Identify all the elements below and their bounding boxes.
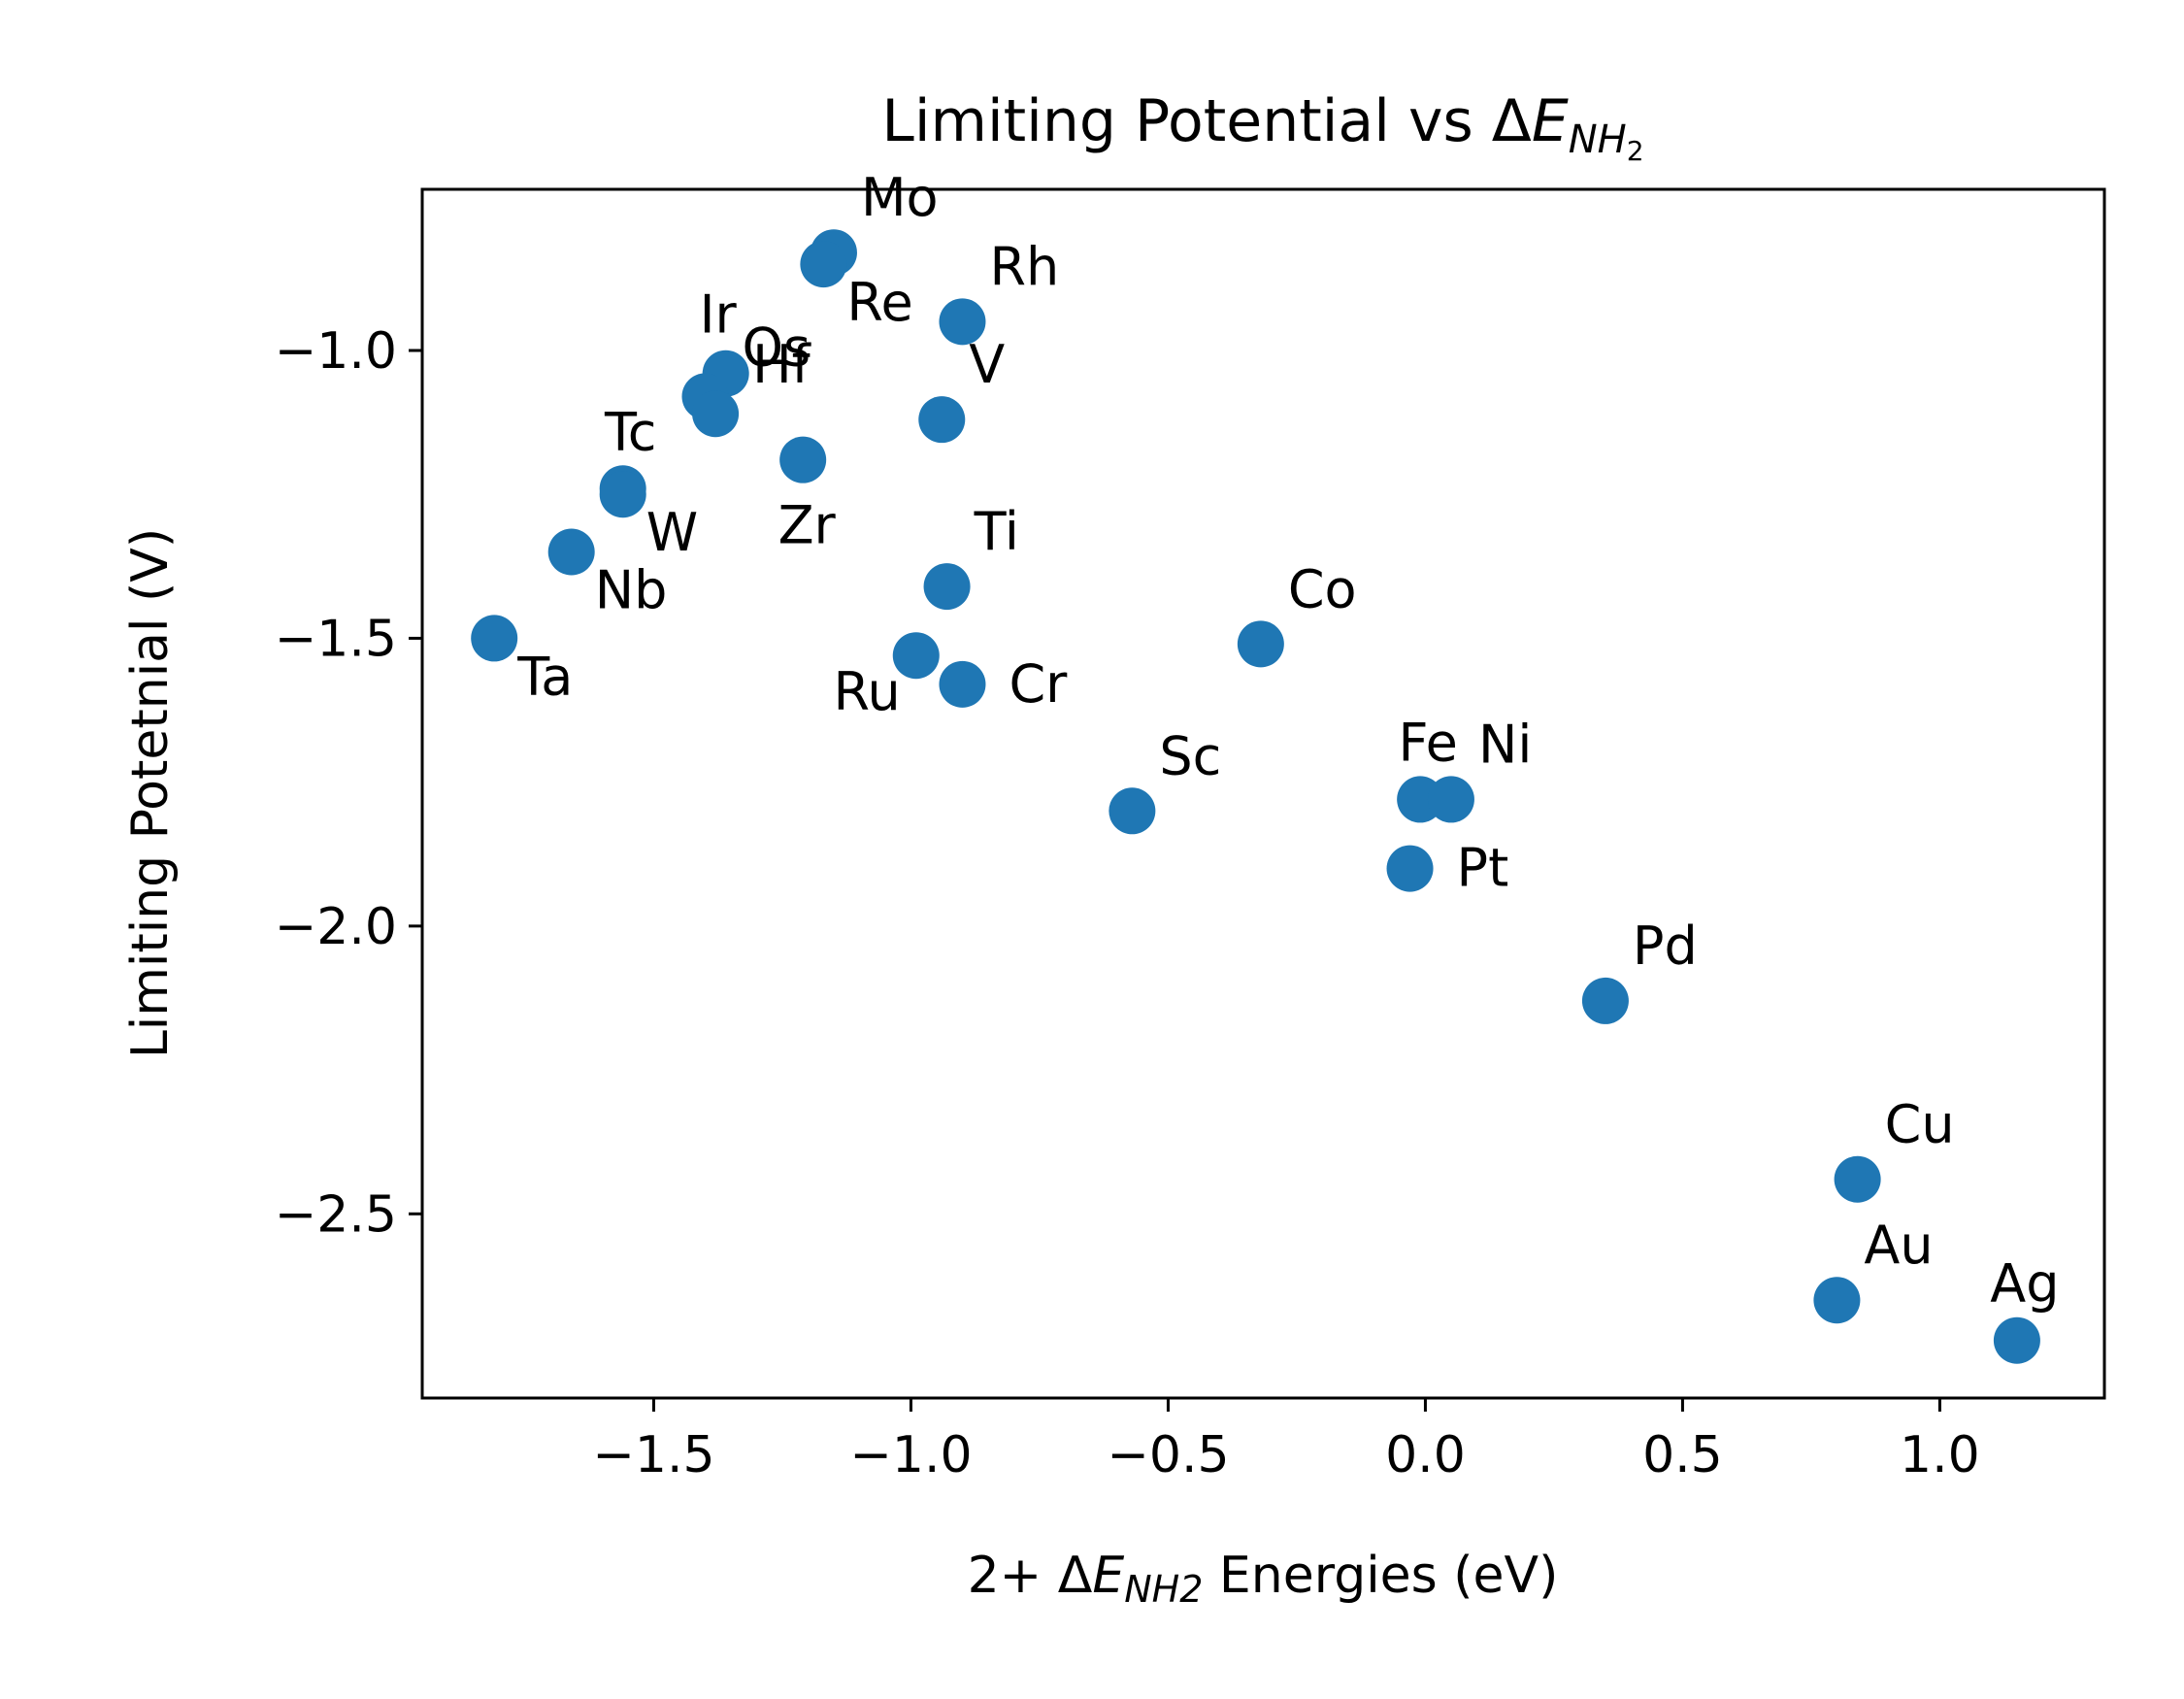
y-tick-label: −1.0 — [275, 322, 397, 381]
data-point-pd — [1581, 977, 1629, 1024]
data-point-pt — [1386, 845, 1434, 892]
point-label-re: Re — [846, 272, 912, 333]
point-label-co: Co — [1288, 558, 1357, 619]
data-point-nb — [547, 528, 595, 576]
data-point-rh — [939, 298, 986, 346]
x-tick-label: 0.5 — [1642, 1426, 1723, 1484]
plot-frame — [420, 187, 2106, 1400]
x-axis-label: 2+ ΔENH2 Energies (eV) — [968, 1547, 1559, 1611]
y-tick-label: −2.0 — [275, 898, 397, 956]
point-label-v: V — [969, 334, 1005, 395]
x-tick-label: 0.0 — [1385, 1426, 1466, 1484]
data-point-co — [1237, 620, 1284, 668]
point-label-hf: Hf — [752, 334, 812, 395]
y-axis-ticks: −1.0 −1.5 −2.0 −2.5 — [275, 322, 422, 1244]
point-label-ta: Ta — [516, 646, 573, 707]
data-point-hf — [692, 390, 740, 438]
data-point-ag — [1993, 1316, 2040, 1364]
point-label-nb: Nb — [595, 560, 668, 621]
point-label-cu: Cu — [1885, 1094, 1955, 1155]
data-point-ru — [892, 632, 940, 680]
chart-title: Limiting Potential vs ΔENH2 — [881, 87, 1643, 167]
plot-area — [422, 189, 2104, 1398]
x-tick-label: −1.5 — [592, 1426, 714, 1484]
data-point-ta — [471, 615, 518, 662]
point-label-w: W — [646, 502, 698, 563]
x-tick-label: 1.0 — [1900, 1426, 1980, 1484]
data-point-re — [800, 241, 847, 288]
point-label-ni: Ni — [1478, 714, 1532, 775]
point-label-rh: Rh — [989, 236, 1059, 297]
data-point-cu — [1834, 1155, 1881, 1203]
data-point-v — [918, 396, 966, 444]
data-point-w — [599, 471, 646, 518]
points-layer — [471, 229, 2040, 1364]
x-tick-label: −0.5 — [1107, 1426, 1229, 1484]
point-label-cr: Cr — [1009, 653, 1068, 715]
y-axis-label: Limiting Potetnial (V) — [121, 528, 180, 1058]
x-tick-label: −1.0 — [849, 1426, 972, 1484]
point-label-os: Os — [742, 316, 811, 378]
point-label-sc: Sc — [1159, 725, 1221, 786]
x-axis-ticks: −1.5 −1.0 −0.5 0.0 0.5 1.0 — [592, 1398, 1980, 1484]
point-label-pd: Pd — [1633, 916, 1698, 977]
data-point-ni — [1427, 776, 1474, 823]
point-label-ru: Ru — [833, 661, 900, 722]
y-tick-label: −2.5 — [275, 1185, 397, 1244]
point-label-mo: Mo — [861, 167, 939, 228]
data-point-sc — [1109, 787, 1156, 835]
data-point-cr — [939, 660, 986, 708]
point-label-fe: Fe — [1398, 712, 1457, 773]
point-label-ag: Ag — [1990, 1253, 2059, 1315]
point-label-ti: Ti — [974, 501, 1019, 562]
point-label-zr: Zr — [778, 495, 837, 556]
point-label-pt: Pt — [1457, 838, 1509, 899]
data-point-au — [1813, 1277, 1861, 1324]
point-label-ir: Ir — [700, 284, 738, 346]
point-label-tc: Tc — [604, 401, 657, 462]
data-point-zr — [779, 436, 827, 483]
data-point-ti — [923, 563, 971, 611]
y-tick-label: −1.5 — [275, 610, 397, 668]
point-label-au: Au — [1864, 1215, 1933, 1276]
